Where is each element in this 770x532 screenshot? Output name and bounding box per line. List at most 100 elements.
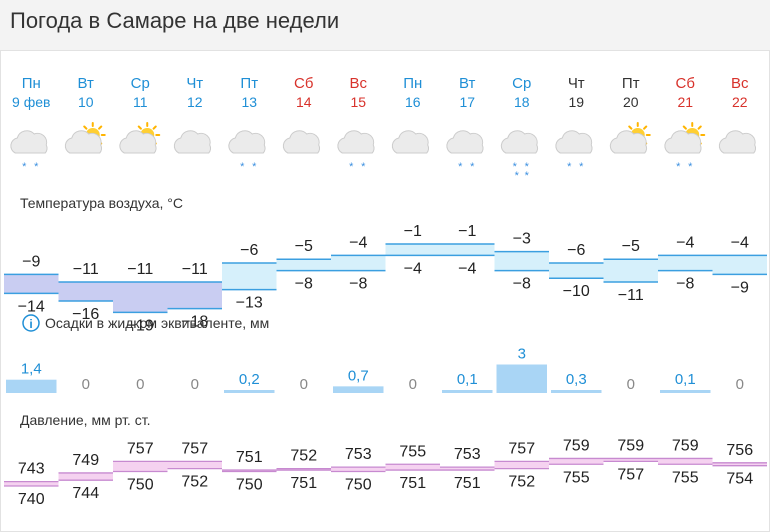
precip-bar (496, 364, 547, 393)
temp-max: −3 (513, 231, 531, 248)
svg-text:*: * (676, 161, 681, 173)
day-date: 13 (241, 94, 257, 110)
pressure-max: 753 (345, 446, 372, 463)
pressure-band (113, 461, 168, 472)
pressure-band (440, 467, 495, 471)
temp-min: −9 (731, 279, 749, 296)
cloud-snow-icon: * * (228, 130, 266, 173)
day-of-week: Ср (512, 75, 531, 92)
temp-max: −5 (622, 238, 640, 255)
temp-min: −11 (618, 287, 644, 304)
day-date: 20 (623, 94, 639, 110)
pressure-band (658, 458, 713, 465)
svg-text:*: * (579, 161, 584, 173)
day-of-week: Чт (568, 75, 585, 92)
day-of-week: Вт (78, 75, 95, 92)
pressure-band (4, 481, 59, 486)
svg-text:*: * (361, 161, 366, 173)
day-of-week: Пт (622, 75, 640, 92)
day-date: 9 фев (12, 94, 50, 110)
precip-value: 0 (627, 376, 635, 393)
sun-cloud-icon (119, 122, 161, 154)
svg-text:*: * (515, 170, 520, 182)
temperature-section: Температура воздуха, °С −9 −14 −11 −16 −11 −1… (4, 195, 767, 334)
temp-band (58, 282, 113, 301)
day-column[interactable]: Пн 16 (391, 75, 430, 154)
pressure-min: 751 (290, 475, 317, 492)
pressure-min: 750 (236, 477, 263, 494)
cloud-snow-icon: * * (446, 130, 484, 173)
temp-band (658, 255, 713, 271)
info-icon[interactable]: i (22, 314, 40, 332)
sun-cloud-snow-icon: * * (664, 122, 706, 173)
precip-bar (333, 386, 384, 393)
temp-band (222, 263, 277, 290)
temp-min: −8 (349, 276, 367, 293)
pressure-min: 755 (563, 469, 590, 486)
snowflakes: * * (240, 161, 257, 173)
day-column[interactable]: Сб 14 (282, 75, 321, 154)
temperature-label: Температура воздуха, °С (20, 195, 183, 211)
day-of-week: Вс (349, 75, 367, 92)
pressure-band (549, 458, 604, 465)
temp-max: −11 (73, 261, 99, 278)
precip-bar (551, 390, 602, 393)
day-column[interactable]: Пт 20 (609, 75, 651, 154)
svg-text:*: * (525, 170, 530, 182)
temp-min: −13 (236, 295, 263, 312)
pressure-band (603, 458, 658, 462)
temp-max: −4 (731, 234, 749, 251)
temp-band (167, 282, 222, 309)
pressure-max: 759 (672, 437, 699, 454)
pressure-min: 752 (181, 474, 208, 491)
day-column[interactable]: Чт 12 (173, 75, 212, 154)
day-of-week: Ср (131, 75, 150, 92)
temp-min: −4 (404, 260, 422, 277)
sun-cloud-icon (64, 122, 106, 154)
pressure-max: 751 (236, 449, 263, 466)
day-date: 19 (568, 94, 584, 110)
temp-min: −8 (676, 276, 694, 293)
pressure-min: 752 (508, 474, 535, 491)
precip-value: 0,1 (457, 371, 478, 388)
precip-value: 0 (736, 376, 744, 393)
pressure-min: 754 (726, 471, 753, 488)
temp-band (712, 255, 767, 275)
pressure-band (385, 464, 440, 471)
temp-band (440, 244, 495, 256)
svg-text:*: * (240, 161, 245, 173)
temp-max: −4 (676, 234, 694, 251)
pressure-min: 744 (72, 485, 99, 502)
pressure-min: 755 (672, 469, 699, 486)
day-column[interactable]: Чт 19 * * (555, 75, 593, 173)
temp-max: −5 (295, 238, 313, 255)
day-of-week: Вс (731, 75, 749, 92)
pressure-label: Давление, мм рт. ст. (20, 412, 150, 428)
day-column[interactable]: Вс 22 (718, 75, 757, 154)
day-date: 17 (459, 94, 475, 110)
pressure-max: 757 (508, 440, 535, 457)
day-column[interactable]: Пн9 фев* * (10, 75, 51, 173)
temp-max: −6 (567, 242, 585, 259)
cloud-snow-icon: * * (555, 130, 593, 173)
day-date: 16 (405, 94, 421, 110)
svg-text:*: * (349, 161, 354, 173)
day-column[interactable]: Вт 10 (64, 75, 106, 154)
snowflakes: * * (458, 161, 475, 173)
day-column[interactable]: Ср 11 (119, 75, 161, 154)
day-date: 15 (350, 94, 366, 110)
pressure-max: 753 (454, 446, 481, 463)
day-date: 12 (187, 94, 203, 110)
temp-min: −10 (563, 283, 590, 300)
precip-value: 0,7 (348, 367, 369, 384)
day-column[interactable]: Вс 15 * * (337, 75, 375, 173)
precip-value: 0 (300, 376, 308, 393)
temp-band (113, 282, 168, 313)
svg-text:i: i (29, 317, 32, 331)
